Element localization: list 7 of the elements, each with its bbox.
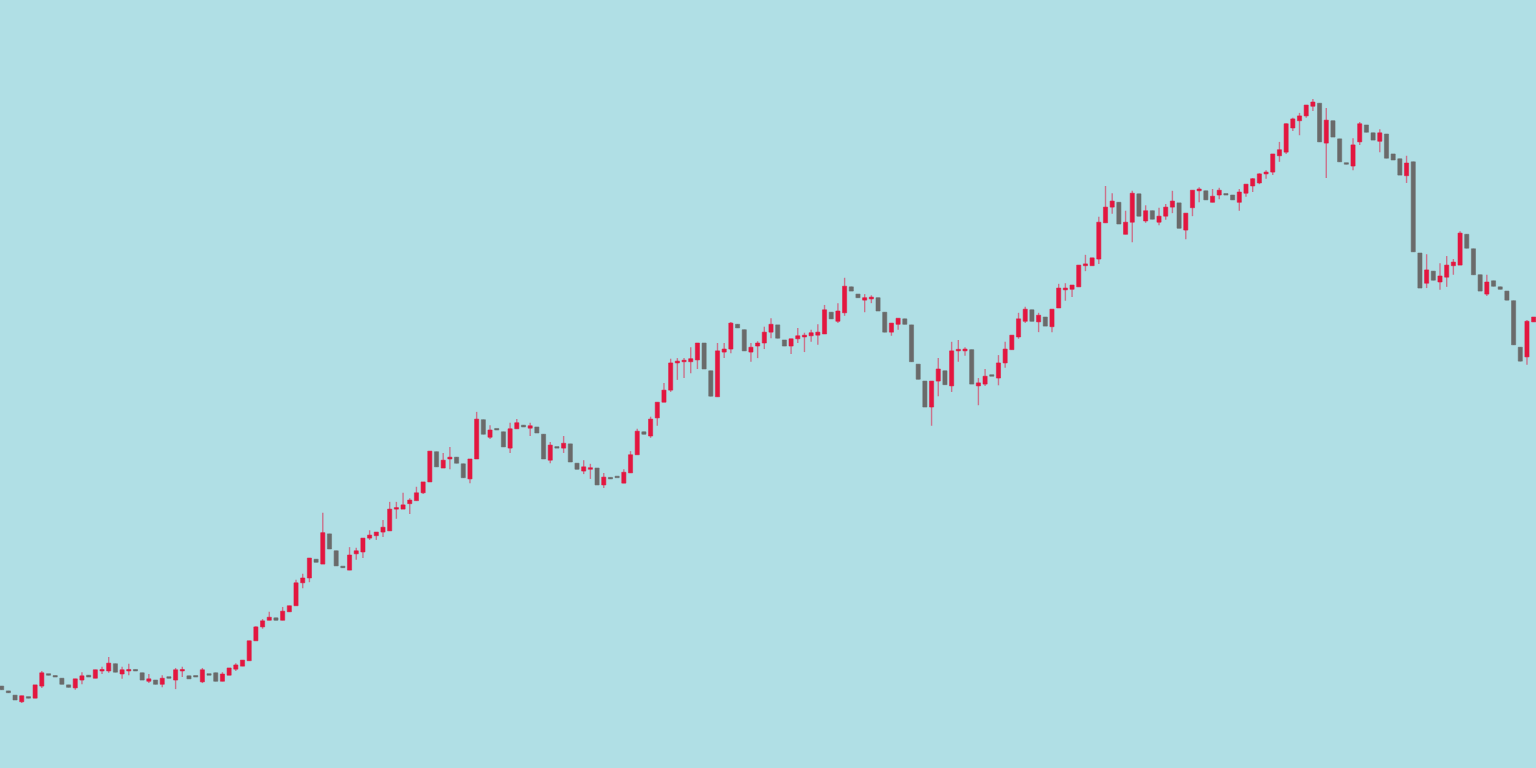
candlestick [527, 422, 533, 437]
candlestick [567, 443, 573, 463]
candlestick [1136, 193, 1142, 217]
candlestick [1116, 201, 1122, 225]
candlestick [1337, 138, 1343, 163]
candlestick [741, 329, 747, 352]
candlestick [882, 311, 888, 333]
